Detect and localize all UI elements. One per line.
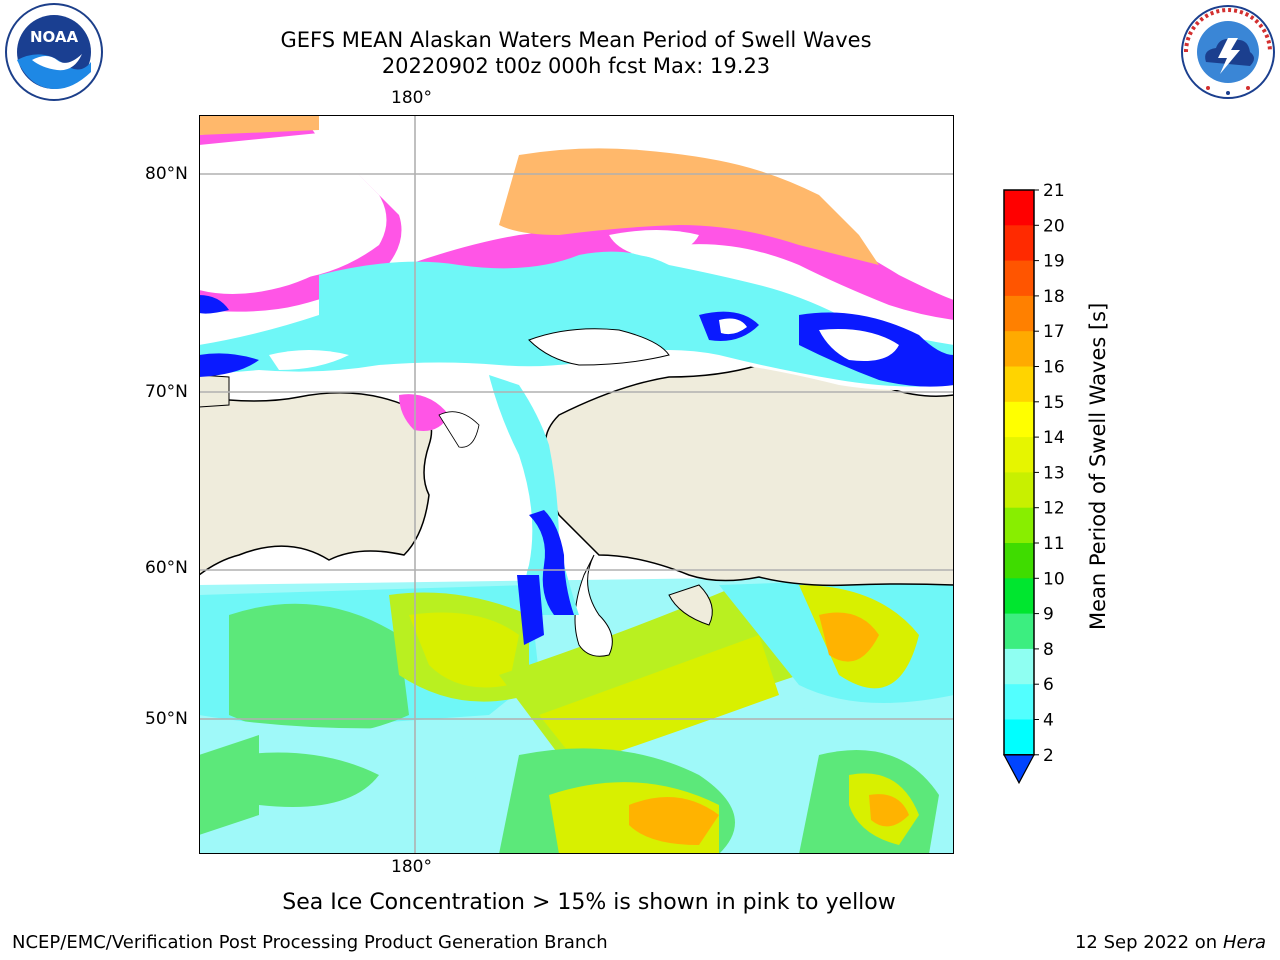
colorbar-tick-label: 2 xyxy=(1043,746,1054,766)
colorbar-tick-label: 15 xyxy=(1043,393,1065,413)
colorbar-tick-label: 20 xyxy=(1043,216,1065,236)
footer-host: Hera xyxy=(1222,932,1266,953)
bering-strait-swell xyxy=(489,375,579,645)
longitude-label-bottom: 180° xyxy=(391,857,432,877)
colorbar-segment xyxy=(1004,366,1034,403)
colorbar-tick-label: 11 xyxy=(1043,534,1065,554)
latitude-label-50: 50°N xyxy=(145,709,188,729)
colorbar-tick-label: 18 xyxy=(1043,287,1065,307)
colorbar-tick-label: 10 xyxy=(1043,569,1065,589)
north-pacific-swell-field xyxy=(199,575,954,854)
colorbar-segment xyxy=(1004,613,1034,650)
colorbar-segment xyxy=(1004,507,1034,544)
colorbar-label: Mean Period of Swell Waves [s] xyxy=(1086,302,1110,630)
colorbar-extend-arrow xyxy=(1002,754,1036,785)
colorbar-segment xyxy=(1004,648,1034,685)
colorbar-tick-label: 19 xyxy=(1043,252,1065,272)
noaa-logo-text: NOAA xyxy=(30,28,79,46)
colorbar-segment xyxy=(1004,437,1034,473)
colorbar-tick-label: 17 xyxy=(1043,322,1065,342)
colorbar-tick-label: 9 xyxy=(1043,605,1054,625)
longitude-label-top: 180° xyxy=(391,88,432,108)
colorbar-segment xyxy=(1004,719,1034,756)
footer-date: 12 Sep 2022 on xyxy=(1074,932,1218,953)
noaa-logo: NOAA xyxy=(5,3,103,101)
landmass xyxy=(199,364,954,657)
colorbar-segment xyxy=(1004,401,1034,438)
latitude-label-80: 80°N xyxy=(145,164,188,184)
colorbar-segment xyxy=(1004,578,1034,615)
forecast-subtitle: 20220902 t00z 000h fcst Max: 19.23 xyxy=(381,54,771,78)
colorbar: 21 20 19 18 17 16 15 14 13 12 11 10 9 8 6 4 2 xyxy=(1002,181,1065,785)
latitude-label-60: 60°N xyxy=(145,558,188,578)
colorbar-segment xyxy=(1004,331,1034,367)
colorbar-tick-label: 13 xyxy=(1043,463,1065,483)
colorbar-tick-label: 4 xyxy=(1043,711,1054,731)
colorbar-segment xyxy=(1004,225,1034,262)
colorbar-tick-label: 16 xyxy=(1043,358,1065,378)
map-graticule xyxy=(199,115,954,854)
colorbar-tick-label: 12 xyxy=(1043,499,1065,519)
colorbar-tick-label: 14 xyxy=(1043,428,1065,448)
colorbar-tick-label: 8 xyxy=(1043,640,1054,660)
swell-period-map xyxy=(199,115,954,854)
colorbar-segment xyxy=(1004,295,1034,332)
latitude-label-70: 70°N xyxy=(145,382,188,402)
arctic-sea-ice xyxy=(199,115,954,448)
map-title: GEFS MEAN Alaskan Waters Mean Period of … xyxy=(280,28,872,52)
sea-ice-note: Sea Ice Concentration > 15% is shown in … xyxy=(282,890,896,915)
footer-credit: NCEP/EMC/Verification Post Processing Pr… xyxy=(12,932,608,953)
colorbar-segment xyxy=(1004,543,1034,579)
colorbar-segment xyxy=(1004,472,1034,509)
colorbar-segment xyxy=(1004,190,1034,226)
footer-timestamp: 12 Sep 2022 on Hera xyxy=(1075,932,1266,953)
colorbar-tick-label: 21 xyxy=(1043,181,1065,201)
colorbar-segment xyxy=(1004,684,1034,720)
colorbar-segment xyxy=(1004,260,1034,297)
nws-logo xyxy=(1181,5,1275,99)
colorbar-tick-label: 6 xyxy=(1043,675,1054,695)
